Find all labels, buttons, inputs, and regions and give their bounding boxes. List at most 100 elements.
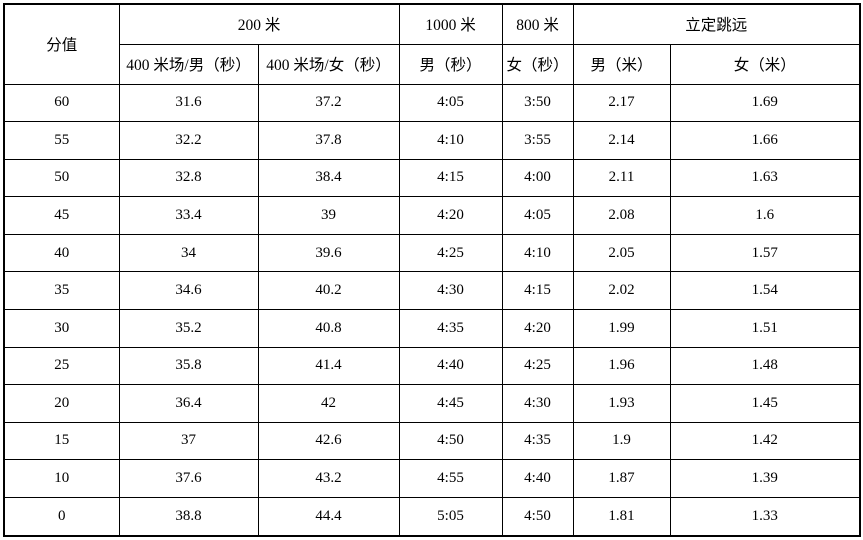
score-cell: 0 — [3, 496, 120, 537]
table-cell: 4:40 — [398, 346, 503, 386]
table-cell: 2.02 — [572, 271, 671, 310]
header-200m: 200 米 — [118, 3, 400, 45]
table-cell: 4:35 — [501, 421, 574, 461]
table-cell: 2.14 — [572, 121, 671, 160]
header-1000m: 1000 米 — [398, 3, 503, 45]
table-row: 50 32.8 38.4 4:15 4:00 2.11 1.63 — [3, 158, 861, 198]
table-cell: 43.2 — [257, 459, 400, 498]
table-cell: 4:25 — [501, 346, 574, 386]
header-1000m-male: 男（秒） — [398, 43, 503, 85]
table-header: 分值 200 米 1000 米 800 米 立定跳远 400 米场/男（秒） 4… — [3, 3, 861, 85]
table-cell: 1.54 — [669, 271, 861, 310]
table-cell: 4:30 — [398, 271, 503, 310]
score-cell: 20 — [3, 384, 120, 423]
table-row: 15 37 42.6 4:50 4:35 1.9 1.42 — [3, 421, 861, 461]
score-cell: 55 — [3, 121, 120, 160]
table-cell: 4:20 — [501, 308, 574, 348]
table-row: 55 32.2 37.8 4:10 3:55 2.14 1.66 — [3, 121, 861, 160]
table-cell: 4:45 — [398, 384, 503, 423]
header-standing-long-jump: 立定跳远 — [572, 3, 861, 45]
table-cell: 4:15 — [398, 158, 503, 198]
header-sub-row: 400 米场/男（秒） 400 米场/女（秒） 男（秒） 女（秒） 男（米） 女… — [4, 43, 861, 85]
score-cell: 40 — [3, 233, 120, 273]
table-cell: 2.17 — [572, 83, 671, 123]
header-jump-male: 男（米） — [572, 43, 671, 85]
table-cell: 42.6 — [257, 421, 400, 461]
table-cell: 1.39 — [669, 459, 861, 498]
table-cell: 2.08 — [572, 196, 671, 235]
header-200m-female: 400 米场/女（秒） — [257, 43, 400, 85]
table-cell: 1.48 — [669, 346, 861, 386]
table-cell: 4:00 — [501, 158, 574, 198]
table-cell: 4:55 — [398, 459, 503, 498]
table-cell: 4:10 — [501, 233, 574, 273]
score-cell: 25 — [3, 346, 120, 386]
table-cell: 37.6 — [118, 459, 259, 498]
table-cell: 3:50 — [501, 83, 574, 123]
table-cell: 4:35 — [398, 308, 503, 348]
header-group-row: 分值 200 米 1000 米 800 米 立定跳远 — [3, 3, 861, 85]
table-cell: 1.96 — [572, 346, 671, 386]
table-cell: 1.6 — [669, 196, 861, 235]
table-cell: 4:30 — [501, 384, 574, 423]
table-cell: 4:10 — [398, 121, 503, 160]
table-cell: 2.11 — [572, 158, 671, 198]
table-cell: 37.2 — [257, 83, 400, 123]
table-cell: 4:05 — [501, 196, 574, 235]
table-row: 40 34 39.6 4:25 4:10 2.05 1.57 — [3, 233, 861, 273]
table-cell: 1.66 — [669, 121, 861, 160]
header-800m: 800 米 — [501, 3, 574, 45]
table-cell: 38.8 — [118, 496, 259, 537]
table-cell: 1.42 — [669, 421, 861, 461]
table-cell: 1.93 — [572, 384, 671, 423]
table-row: 30 35.2 40.8 4:35 4:20 1.99 1.51 — [3, 308, 861, 348]
table-cell: 34 — [118, 233, 259, 273]
table-cell: 1.99 — [572, 308, 671, 348]
table-cell: 1.33 — [669, 496, 861, 537]
score-cell: 60 — [3, 83, 120, 123]
header-score: 分值 — [3, 3, 120, 85]
table-cell: 39.6 — [257, 233, 400, 273]
table-body: 60 31.6 37.2 4:05 3:50 2.17 1.69 55 32.2 37.8 4:10… — [3, 83, 861, 537]
table-cell: 4:20 — [398, 196, 503, 235]
table-cell: 2.05 — [572, 233, 671, 273]
table-cell: 39 — [257, 196, 400, 235]
score-cell: 10 — [3, 459, 120, 498]
table-cell: 34.6 — [118, 271, 259, 310]
table-cell: 32.2 — [118, 121, 259, 160]
table-cell: 32.8 — [118, 158, 259, 198]
table-cell: 3:55 — [501, 121, 574, 160]
table-cell: 33.4 — [118, 196, 259, 235]
table-cell: 41.4 — [257, 346, 400, 386]
table-cell: 1.69 — [669, 83, 861, 123]
score-cell: 50 — [3, 158, 120, 198]
table-cell: 37 — [118, 421, 259, 461]
table-cell: 40.2 — [257, 271, 400, 310]
table-row: 60 31.6 37.2 4:05 3:50 2.17 1.69 — [3, 83, 861, 123]
table-cell: 4:50 — [398, 421, 503, 461]
table-row: 20 36.4 42 4:45 4:30 1.93 1.45 — [3, 384, 861, 423]
table-cell: 1.51 — [669, 308, 861, 348]
table-cell: 1.57 — [669, 233, 861, 273]
table-cell: 5:05 — [398, 496, 503, 537]
table-cell: 1.45 — [669, 384, 861, 423]
table-cell: 42 — [257, 384, 400, 423]
table-row: 35 34.6 40.2 4:30 4:15 2.02 1.54 — [3, 271, 861, 310]
score-cell: 35 — [3, 271, 120, 310]
table-cell: 40.8 — [257, 308, 400, 348]
table-cell: 4:25 — [398, 233, 503, 273]
table-cell: 37.8 — [257, 121, 400, 160]
table-cell: 4:50 — [501, 496, 574, 537]
table-row: 25 35.8 41.4 4:40 4:25 1.96 1.48 — [3, 346, 861, 386]
table-row: 0 38.8 44.4 5:05 4:50 1.81 1.33 — [3, 496, 861, 537]
table-cell: 1.9 — [572, 421, 671, 461]
table-cell: 1.63 — [669, 158, 861, 198]
table-cell: 44.4 — [257, 496, 400, 537]
score-cell: 30 — [3, 308, 120, 348]
score-cell: 15 — [3, 421, 120, 461]
table-cell: 36.4 — [118, 384, 259, 423]
table-cell: 1.87 — [572, 459, 671, 498]
score-cell: 45 — [3, 196, 120, 235]
table-cell: 35.2 — [118, 308, 259, 348]
